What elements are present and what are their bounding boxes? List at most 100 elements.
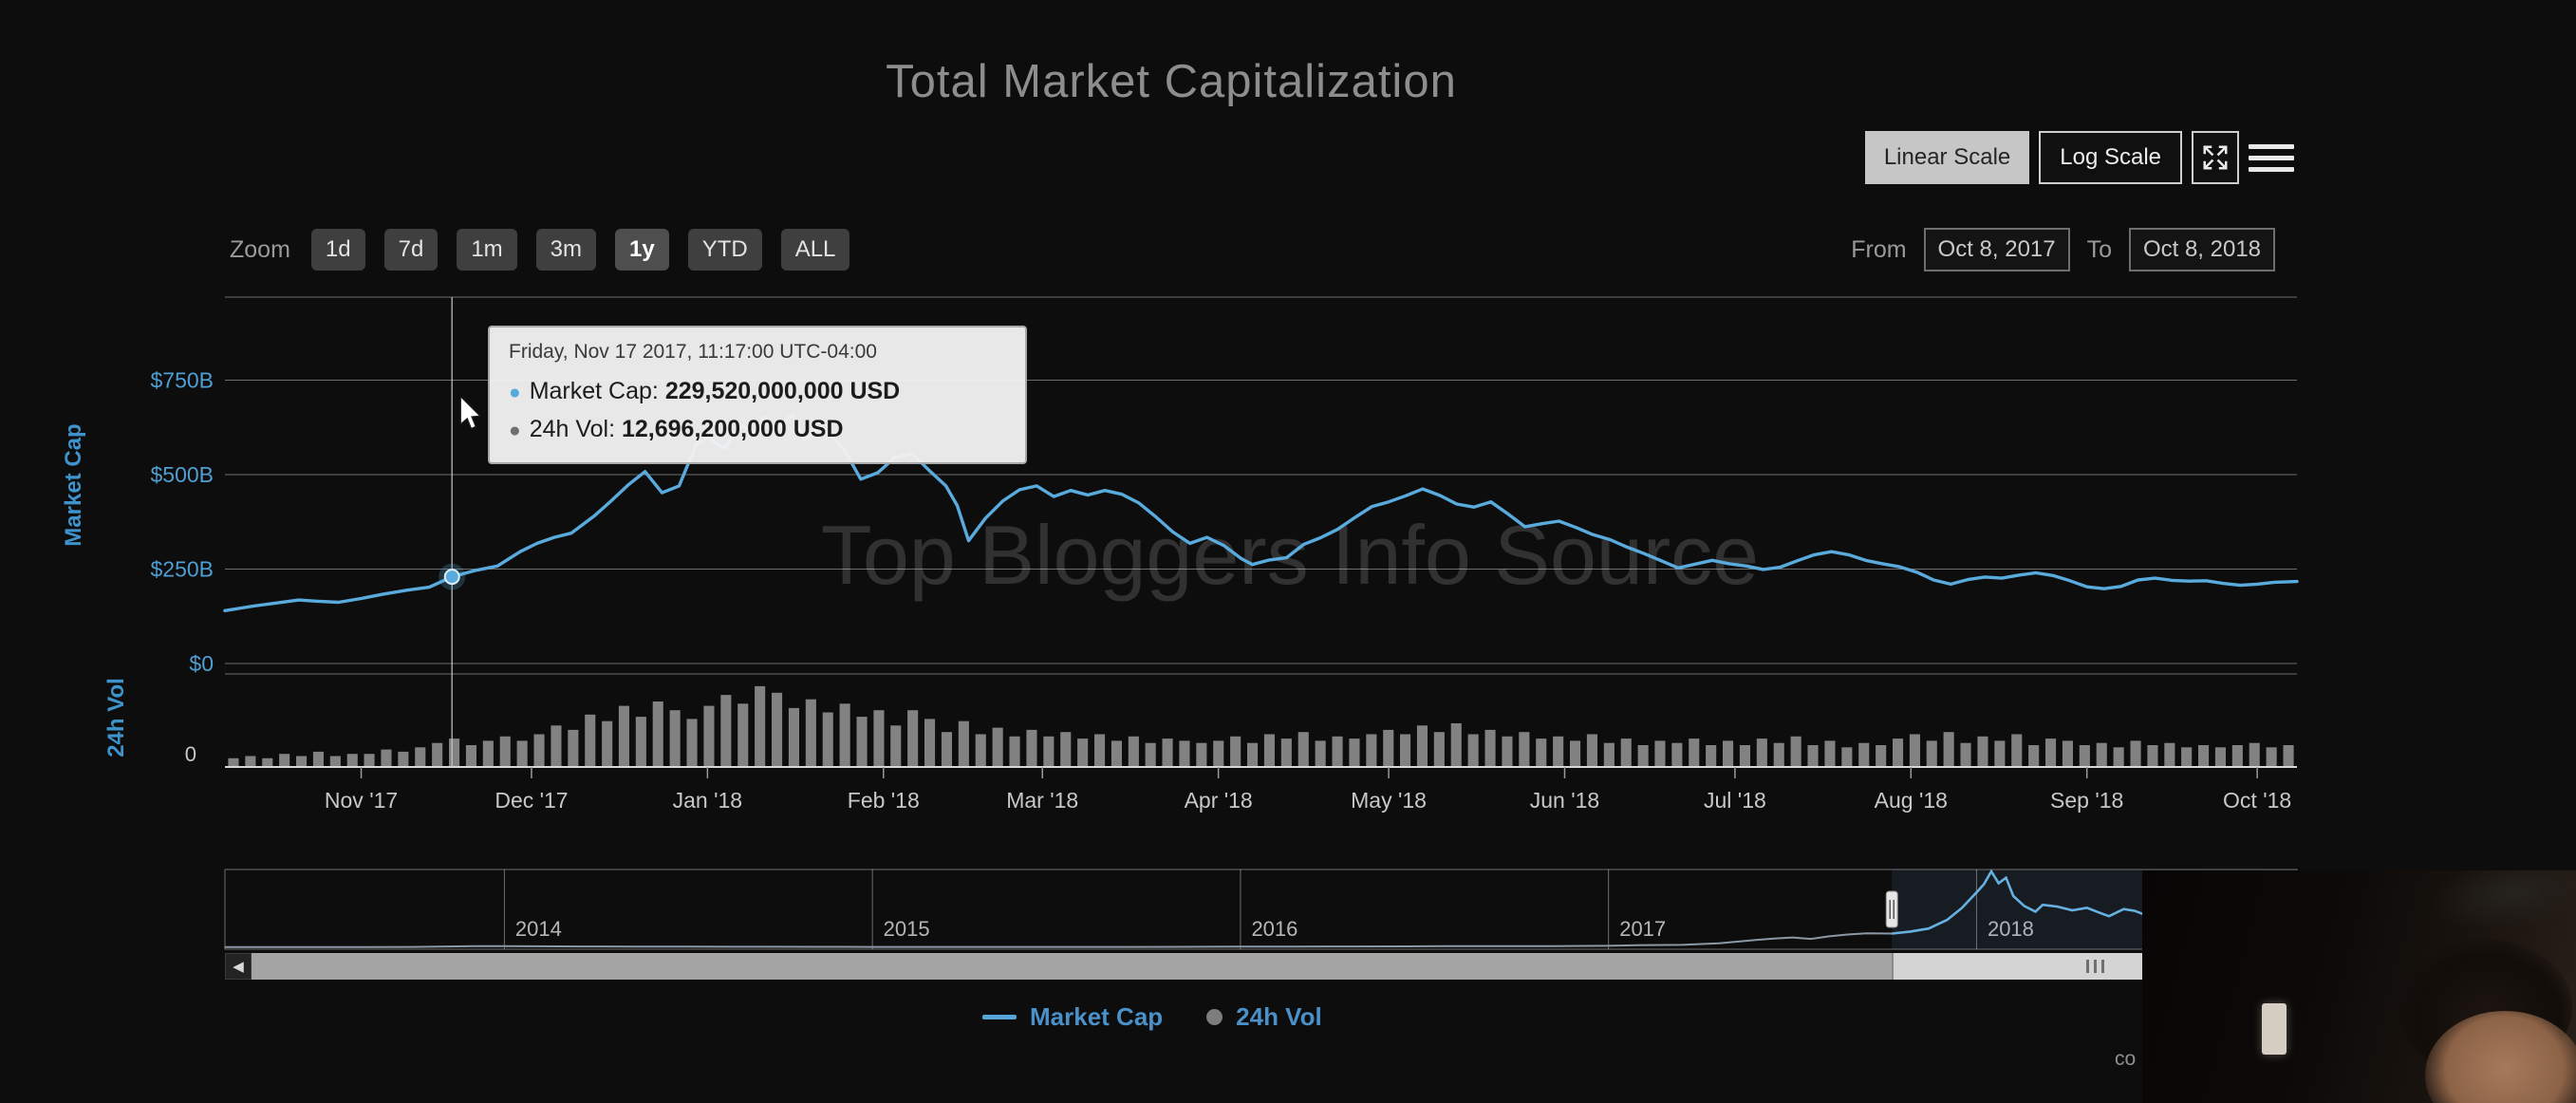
legend-item-volume[interactable]: 24h Vol bbox=[1206, 1002, 1322, 1032]
volume-bar bbox=[1060, 732, 1072, 767]
x-axis-label: Mar '18 bbox=[1006, 788, 1078, 813]
volume-bar bbox=[1536, 738, 1547, 767]
zoom-3m-button[interactable]: 3m bbox=[535, 229, 596, 271]
volume-bar bbox=[1807, 745, 1819, 767]
volume-bar bbox=[924, 719, 936, 767]
from-date-input[interactable] bbox=[1923, 228, 2070, 271]
navigator-year-label: 2014 bbox=[515, 917, 562, 941]
x-axis-label: Jan '18 bbox=[673, 788, 742, 813]
volume-bar bbox=[805, 699, 816, 767]
volume-bar bbox=[245, 756, 256, 767]
volume-bar bbox=[907, 710, 919, 767]
volume-bar bbox=[975, 734, 986, 767]
scrollbar-left-arrow-button[interactable]: ◀ bbox=[225, 953, 252, 980]
volume-bar bbox=[1467, 734, 1479, 767]
navigator-handle[interactable] bbox=[1885, 890, 1898, 928]
volume-bar bbox=[1111, 740, 1122, 767]
volume-bar bbox=[1043, 736, 1055, 767]
volume-bar bbox=[1450, 723, 1462, 767]
volume-bar bbox=[890, 725, 902, 767]
volume-bar bbox=[1383, 729, 1394, 767]
x-axis-label: Aug '18 bbox=[1875, 788, 1948, 813]
volume-bar bbox=[516, 740, 528, 767]
volume-bar bbox=[1773, 742, 1784, 767]
zoom-controls: Zoom 1d 7d 1m 3m 1y YTD ALL bbox=[230, 228, 850, 271]
volume-bar bbox=[585, 714, 596, 767]
volume-bar bbox=[1654, 740, 1666, 767]
volume-bar bbox=[1671, 742, 1683, 767]
chart-menu-button[interactable] bbox=[2249, 131, 2294, 184]
volume-bar bbox=[2045, 738, 2057, 767]
volume-bar bbox=[1756, 738, 1767, 767]
fullscreen-button[interactable] bbox=[2192, 131, 2239, 184]
volume-bar bbox=[822, 712, 833, 767]
volume-bar bbox=[2028, 745, 2040, 767]
volume-bar bbox=[1332, 736, 1343, 767]
volume-bar bbox=[499, 736, 511, 767]
y-axis-label: $250B bbox=[150, 557, 214, 582]
volume-bar bbox=[1977, 736, 1988, 767]
date-range-controls: From To bbox=[1851, 228, 2275, 271]
x-axis-label: Jul '18 bbox=[1704, 788, 1766, 813]
chart-tooltip: Friday, Nov 17 2017, 11:17:00 UTC-04:00 … bbox=[488, 326, 1027, 464]
log-scale-button[interactable]: Log Scale bbox=[2039, 131, 2182, 184]
to-label: To bbox=[2086, 235, 2112, 263]
zoom-1d-button[interactable]: 1d bbox=[310, 229, 365, 271]
volume-bar bbox=[449, 738, 460, 767]
zoom-all-button[interactable]: ALL bbox=[780, 229, 850, 271]
volume-bar bbox=[1349, 738, 1360, 767]
to-date-input[interactable] bbox=[2129, 228, 2275, 271]
volume-bar bbox=[381, 749, 392, 767]
scrollbar-grip-icon bbox=[2086, 960, 2089, 973]
volume-bar bbox=[551, 725, 562, 767]
zoom-ytd-button[interactable]: YTD bbox=[687, 229, 762, 271]
volume-bar bbox=[1230, 736, 1241, 767]
volume-bar bbox=[296, 756, 308, 767]
volume-bar bbox=[1094, 734, 1106, 767]
volume-bar bbox=[346, 754, 358, 767]
volume-bar bbox=[635, 717, 646, 767]
volume-bar bbox=[2096, 742, 2107, 767]
navigator-year-label: 2017 bbox=[1619, 917, 1666, 941]
x-axis-label: Sep '18 bbox=[2050, 788, 2123, 813]
volume-bar bbox=[1297, 732, 1309, 767]
x-axis-label: Nov '17 bbox=[325, 788, 398, 813]
legend-volume-label: 24h Vol bbox=[1236, 1002, 1322, 1031]
volume-bar bbox=[1280, 738, 1292, 767]
volume-zero-label: 0 bbox=[185, 742, 196, 766]
volume-bar bbox=[703, 705, 715, 767]
volume-bar bbox=[398, 751, 409, 767]
volume-bar bbox=[465, 745, 476, 767]
volume-bar bbox=[568, 729, 579, 767]
volume-bar bbox=[2130, 740, 2141, 767]
volume-bar bbox=[2062, 740, 2073, 767]
volume-bar bbox=[364, 754, 375, 767]
zoom-1m-button[interactable]: 1m bbox=[457, 229, 517, 271]
hamburger-menu-icon bbox=[2249, 143, 2294, 149]
volume-bar bbox=[1841, 747, 1853, 767]
volume-bar bbox=[2283, 745, 2294, 767]
tooltip-volume-row: ● 24h Vol: 12,696,200,000 USD bbox=[509, 416, 844, 442]
market-cap-line bbox=[223, 412, 2299, 612]
volume-bar bbox=[1824, 740, 1836, 767]
volume-bar bbox=[2266, 747, 2277, 767]
volume-bullet-icon: ● bbox=[509, 420, 521, 441]
volume-bar bbox=[262, 757, 273, 767]
volume-bar bbox=[1893, 738, 1904, 767]
volume-bar bbox=[737, 703, 749, 767]
volume-bar bbox=[1994, 740, 2006, 767]
volume-bar bbox=[720, 695, 732, 767]
scale-toggle-group: Linear Scale Log Scale bbox=[1864, 131, 2294, 184]
volume-bar bbox=[2079, 745, 2090, 767]
tooltip-volume-value: 12,696,200,000 USD bbox=[622, 416, 844, 442]
linear-scale-button[interactable]: Linear Scale bbox=[1864, 131, 2030, 184]
legend-item-market-cap[interactable]: Market Cap bbox=[982, 1002, 1163, 1032]
volume-bar bbox=[482, 740, 494, 767]
volume-bar bbox=[669, 710, 681, 767]
zoom-1y-button[interactable]: 1y bbox=[615, 229, 669, 271]
volume-bar bbox=[1570, 740, 1581, 767]
volume-bar bbox=[1723, 740, 1734, 767]
zoom-7d-button[interactable]: 7d bbox=[383, 229, 439, 271]
volume-bar bbox=[992, 727, 1003, 767]
y-axis-label: $500B bbox=[150, 462, 214, 487]
